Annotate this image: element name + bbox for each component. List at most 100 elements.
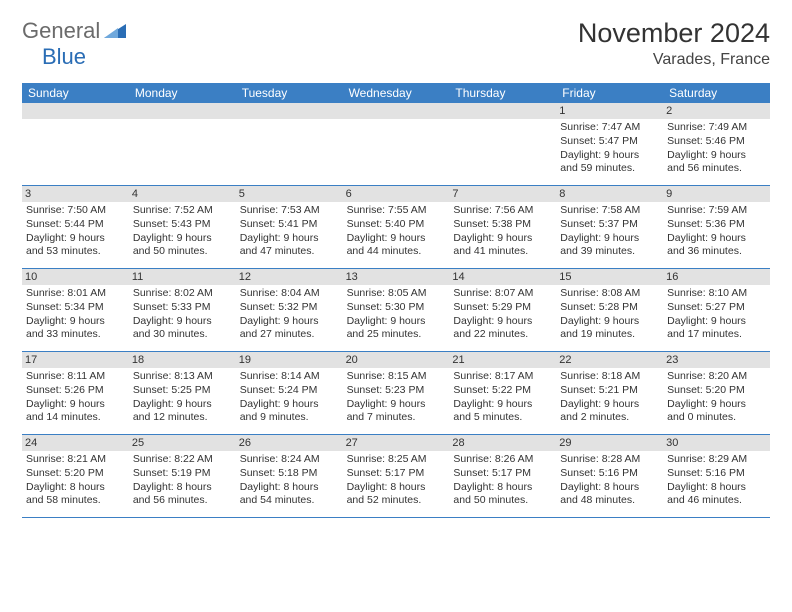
sunrise-text: Sunrise: 8:08 AM — [560, 287, 659, 301]
sunrise-text: Sunrise: 8:25 AM — [347, 453, 446, 467]
daylight-text: Daylight: 9 hours and 17 minutes. — [667, 315, 766, 342]
weeks-container: 1Sunrise: 7:47 AMSunset: 5:47 PMDaylight… — [22, 103, 770, 518]
sunrise-text: Sunrise: 8:22 AM — [133, 453, 232, 467]
daylight-text: Daylight: 9 hours and 47 minutes. — [240, 232, 339, 259]
day-cell: 15 Sunrise: 8:08 AMSunset: 5:28 PMDayligh… — [556, 269, 663, 351]
sunrise-text: Sunrise: 7:52 AM — [133, 204, 232, 218]
sunset-text: Sunset: 5:18 PM — [240, 467, 339, 481]
daylight-text: Daylight: 9 hours and 22 minutes. — [453, 315, 552, 342]
week-row: 24Sunrise: 8:21 AMSunset: 5:20 PMDayligh… — [22, 435, 770, 518]
day-cell: 25Sunrise: 8:22 AMSunset: 5:19 PMDayligh… — [129, 435, 236, 517]
day-number: 21 — [449, 352, 556, 368]
day-cell: 22Sunrise: 8:18 AMSunset: 5:21 PMDayligh… — [556, 352, 663, 434]
sunrise-text: Sunrise: 7:53 AM — [240, 204, 339, 218]
sunset-text: Sunset: 5:26 PM — [26, 384, 125, 398]
day-number: 20 — [343, 352, 450, 368]
daylight-text: Daylight: 9 hours and 12 minutes. — [133, 398, 232, 425]
day-number: 29 — [556, 435, 663, 451]
sunrise-text: Sunrise: 8:17 AM — [453, 370, 552, 384]
day-cell: 19Sunrise: 8:14 AMSunset: 5:24 PMDayligh… — [236, 352, 343, 434]
day-cell: 7Sunrise: 7:56 AMSunset: 5:38 PMDaylight… — [449, 186, 556, 268]
day-number — [343, 103, 450, 119]
sunset-text: Sunset: 5:28 PM — [560, 301, 659, 315]
day-number — [449, 103, 556, 119]
day-cell: 28Sunrise: 8:26 AMSunset: 5:17 PMDayligh… — [449, 435, 556, 517]
day-header: Sunday — [22, 83, 129, 103]
sunrise-text: Sunrise: 7:49 AM — [667, 121, 766, 135]
daylight-text: Daylight: 9 hours and 53 minutes. — [26, 232, 125, 259]
daylight-text: Daylight: 8 hours and 58 minutes. — [26, 481, 125, 508]
week-row: 10Sunrise: 8:01 AMSunset: 5:34 PMDayligh… — [22, 269, 770, 352]
sunset-text: Sunset: 5:34 PM — [26, 301, 125, 315]
header-right: November 2024 Varades, France — [578, 18, 770, 69]
page-header: General November 2024 Varades, France — [22, 18, 770, 69]
day-cell: 24Sunrise: 8:21 AMSunset: 5:20 PMDayligh… — [22, 435, 129, 517]
location-label: Varades, France — [578, 51, 770, 69]
day-number: 30 — [663, 435, 770, 451]
sunrise-text: Sunrise: 7:55 AM — [347, 204, 446, 218]
day-number: 22 — [556, 352, 663, 368]
sunset-text: Sunset: 5:21 PM — [560, 384, 659, 398]
day-number: 24 — [22, 435, 129, 451]
sunset-text: Sunset: 5:36 PM — [667, 218, 766, 232]
daylight-text: Daylight: 9 hours and 9 minutes. — [240, 398, 339, 425]
day-number: 5 — [236, 186, 343, 202]
day-cell: 10Sunrise: 8:01 AMSunset: 5:34 PMDayligh… — [22, 269, 129, 351]
sunrise-text: Sunrise: 8:28 AM — [560, 453, 659, 467]
sunset-text: Sunset: 5:17 PM — [347, 467, 446, 481]
daylight-text: Daylight: 9 hours and 7 minutes. — [347, 398, 446, 425]
sunrise-text: Sunrise: 7:56 AM — [453, 204, 552, 218]
day-number: 9 — [663, 186, 770, 202]
sunrise-text: Sunrise: 7:58 AM — [560, 204, 659, 218]
daylight-text: Daylight: 8 hours and 50 minutes. — [453, 481, 552, 508]
day-cell: 2Sunrise: 7:49 AMSunset: 5:46 PMDaylight… — [663, 103, 770, 185]
daylight-text: Daylight: 9 hours and 14 minutes. — [26, 398, 125, 425]
day-cell: 9Sunrise: 7:59 AMSunset: 5:36 PMDaylight… — [663, 186, 770, 268]
week-row: 3Sunrise: 7:50 AMSunset: 5:44 PMDaylight… — [22, 186, 770, 269]
sunset-text: Sunset: 5:38 PM — [453, 218, 552, 232]
daylight-text: Daylight: 9 hours and 5 minutes. — [453, 398, 552, 425]
day-number — [236, 103, 343, 119]
sunset-text: Sunset: 5:47 PM — [560, 135, 659, 149]
day-cell: 3Sunrise: 7:50 AMSunset: 5:44 PMDaylight… — [22, 186, 129, 268]
sunrise-text: Sunrise: 8:11 AM — [26, 370, 125, 384]
sunset-text: Sunset: 5:23 PM — [347, 384, 446, 398]
sunset-text: Sunset: 5:16 PM — [667, 467, 766, 481]
daylight-text: Daylight: 9 hours and 30 minutes. — [133, 315, 232, 342]
day-headers-row: SundayMondayTuesdayWednesdayThursdayFrid… — [22, 83, 770, 103]
day-number: 8 — [556, 186, 663, 202]
day-cell: 1Sunrise: 7:47 AMSunset: 5:47 PMDaylight… — [556, 103, 663, 185]
sunset-text: Sunset: 5:37 PM — [560, 218, 659, 232]
day-cell — [449, 103, 556, 185]
day-number: 11 — [129, 269, 236, 285]
sunset-text: Sunset: 5:22 PM — [453, 384, 552, 398]
sunset-text: Sunset: 5:29 PM — [453, 301, 552, 315]
daylight-text: Daylight: 9 hours and 50 minutes. — [133, 232, 232, 259]
sunrise-text: Sunrise: 8:10 AM — [667, 287, 766, 301]
day-header: Thursday — [449, 83, 556, 103]
daylight-text: Daylight: 9 hours and 59 minutes. — [560, 149, 659, 176]
daylight-text: Daylight: 9 hours and 33 minutes. — [26, 315, 125, 342]
day-cell: 18Sunrise: 8:13 AMSunset: 5:25 PMDayligh… — [129, 352, 236, 434]
day-cell: 13Sunrise: 8:05 AMSunset: 5:30 PMDayligh… — [343, 269, 450, 351]
day-cell: 6Sunrise: 7:55 AMSunset: 5:40 PMDaylight… — [343, 186, 450, 268]
sunrise-text: Sunrise: 8:15 AM — [347, 370, 446, 384]
day-number: 27 — [343, 435, 450, 451]
daylight-text: Daylight: 8 hours and 46 minutes. — [667, 481, 766, 508]
day-number: 16 — [663, 269, 770, 285]
day-cell: 11Sunrise: 8:02 AMSunset: 5:33 PMDayligh… — [129, 269, 236, 351]
day-cell — [129, 103, 236, 185]
day-cell: 20 Sunrise: 8:15 AMSunset: 5:23 PMDayligh… — [343, 352, 450, 434]
sunset-text: Sunset: 5:32 PM — [240, 301, 339, 315]
day-cell: 4Sunrise: 7:52 AMSunset: 5:43 PMDaylight… — [129, 186, 236, 268]
day-number: 15 — [556, 269, 663, 285]
daylight-text: Daylight: 9 hours and 27 minutes. — [240, 315, 339, 342]
daylight-text: Daylight: 9 hours and 41 minutes. — [453, 232, 552, 259]
day-number: 2 — [663, 103, 770, 119]
sunrise-text: Sunrise: 8:14 AM — [240, 370, 339, 384]
day-cell — [22, 103, 129, 185]
sunrise-text: Sunrise: 8:26 AM — [453, 453, 552, 467]
daylight-text: Daylight: 9 hours and 19 minutes. — [560, 315, 659, 342]
sunrise-text: Sunrise: 7:50 AM — [26, 204, 125, 218]
logo-text-general: General — [22, 18, 100, 44]
